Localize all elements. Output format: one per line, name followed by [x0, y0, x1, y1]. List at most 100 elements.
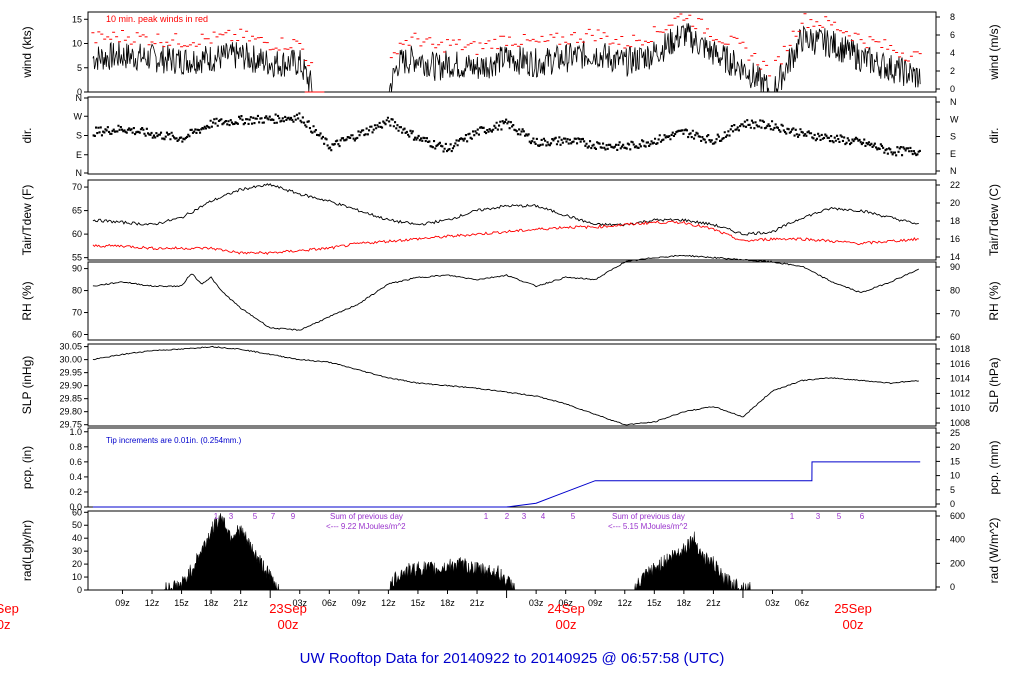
ylabel-right: SLP (hPa)	[987, 357, 1001, 412]
left-tick-label: 0.8	[69, 442, 82, 452]
x-tick-label: 21z	[233, 598, 248, 608]
left-tick-label: S	[76, 131, 82, 141]
x-tick-label: 21z	[706, 598, 721, 608]
x-tick-label: 18z	[440, 598, 455, 608]
rad-day-sum-label: Sum of previous day	[330, 512, 403, 521]
ylabel-left: SLP (inHg)	[20, 356, 34, 414]
right-tick-label: 16	[950, 234, 960, 244]
day-label-23sep-date: 23Sep	[269, 601, 307, 616]
right-tick-label: 4	[950, 48, 955, 58]
left-tick-label: 0.6	[69, 457, 82, 467]
rad-hour-label: 1	[214, 512, 219, 521]
rad-day-sum-label: Sum of previous day	[612, 512, 685, 521]
day-label-25sep: 25Sep 00z	[818, 601, 888, 633]
day-label-23sep: 23Sep 00z	[253, 601, 323, 633]
day-label-25sep-date: 25Sep	[834, 601, 872, 616]
right-tick-label: 90	[950, 262, 960, 272]
x-tick-label: 06z	[558, 598, 573, 608]
radiation-area	[161, 513, 753, 591]
wind-series	[92, 23, 921, 93]
right-tick-label: 80	[950, 285, 960, 295]
ylabel-right: pcp. (mm)	[987, 440, 1001, 494]
panel-frame	[87, 11, 937, 93]
ylabel-left: rad(Lgly/hr)	[20, 520, 34, 581]
rad-hour-label: 4	[541, 512, 546, 521]
panel-frame	[87, 179, 937, 261]
right-tick-label: 20	[950, 442, 960, 452]
x-tick-label: 09z	[115, 598, 130, 608]
x-tick-label: 03z	[765, 598, 780, 608]
series-rh	[92, 254, 920, 331]
series-slp	[92, 345, 919, 426]
day-label-24sep-hour: 00z	[555, 617, 577, 632]
ylabel-left: dir.	[20, 127, 34, 143]
day-label-23sep-hour: 00z	[277, 617, 299, 632]
left-tick-label: 90	[72, 264, 82, 274]
left-tick-label: 10	[72, 39, 82, 49]
ylabel-left: Tair/Tdew (F)	[20, 185, 34, 256]
left-tick-label: 70	[72, 182, 82, 192]
ylabel-right: RH (%)	[987, 281, 1001, 320]
right-tick-label: 400	[950, 535, 965, 545]
rad-hour-label: 2	[505, 512, 510, 521]
rad-hour-label: 5	[253, 512, 258, 521]
ylabel-left: RH (%)	[20, 281, 34, 320]
right-tick-label: 25	[950, 428, 960, 438]
left-tick-label: 10	[72, 572, 82, 582]
panel-3: 55 60 65 70 14 16 18 20 22 Tair/Tdew (F) Tair/Tdew…	[20, 179, 1001, 263]
rad-hour-label: 3	[229, 512, 234, 521]
right-tick-label: 20	[950, 198, 960, 208]
x-tick-label: 21z	[470, 598, 485, 608]
right-tick-label: 15	[950, 456, 960, 466]
panel-1: 0 5 10 15 0 2 4 6 8 wind (kts) wind (m/s) 10 min. p…	[20, 11, 1001, 97]
day-label-25sep-hour: 00z	[842, 617, 864, 632]
rad-hour-label: 5	[837, 512, 842, 521]
panel-frame	[87, 261, 937, 341]
right-tick-label: 200	[950, 558, 965, 568]
left-tick-label: 20	[72, 559, 82, 569]
left-tick-label: 0	[77, 585, 82, 595]
ylabel-right: dir.	[987, 127, 1001, 143]
left-tick-label: 60	[72, 330, 82, 340]
rad-hour-label: 5	[571, 512, 576, 521]
left-tick-label: 0.0	[69, 502, 82, 512]
left-tick-label: E	[76, 150, 82, 160]
x-tick-label: 15z	[411, 598, 426, 608]
ylabel-right: rad (W/m^2)	[987, 518, 1001, 584]
ylabel-left: wind (kts)	[20, 26, 34, 78]
x-tick-label: 12z	[618, 598, 633, 608]
panel-5: 29.75 29.80 29.85 29.90 29.95 30.00 30.05 1008 1…	[20, 342, 1001, 430]
right-tick-label: 0	[950, 84, 955, 94]
left-tick-label: 29.75	[59, 420, 82, 430]
right-tick-label: 600	[950, 511, 965, 521]
x-tick-label: 03z	[529, 598, 544, 608]
right-tick-label: 60	[950, 332, 960, 342]
right-tick-label: 1012	[950, 388, 970, 398]
right-tick-label: 1018	[950, 344, 970, 354]
series-tair	[92, 183, 919, 236]
right-tick-label: 14	[950, 252, 960, 262]
left-tick-label: 0.4	[69, 472, 82, 482]
left-tick-label: 29.85	[59, 394, 82, 404]
chart-title: UW Rooftop Data for 20140922 to 20140925…	[299, 650, 725, 667]
right-tick-label: 1010	[950, 403, 970, 413]
precip-annotation: Tip increments are 0.01in. (0.254mm.)	[106, 436, 242, 445]
panel-4: 60 70 80 90 60 70 80 90 RH (%) RH (%)	[20, 254, 1001, 342]
left-tick-label: 60	[72, 507, 82, 517]
ylabel-right: wind (m/s)	[987, 24, 1001, 80]
left-tick-label: 15	[72, 14, 82, 24]
wind-annotation: 10 min. peak winds in red	[106, 14, 208, 24]
panel-frame	[87, 343, 937, 427]
panel-frame	[87, 427, 937, 508]
rad-hour-label: 3	[522, 512, 527, 521]
left-tick-label: 70	[72, 308, 82, 318]
left-tick-label: 29.90	[59, 381, 82, 391]
left-tick-label: W	[74, 111, 83, 121]
x-tick-label: 15z	[647, 598, 662, 608]
precip-series	[92, 461, 921, 508]
right-tick-label: 5	[950, 485, 955, 495]
left-tick-label: 29.80	[59, 407, 82, 417]
